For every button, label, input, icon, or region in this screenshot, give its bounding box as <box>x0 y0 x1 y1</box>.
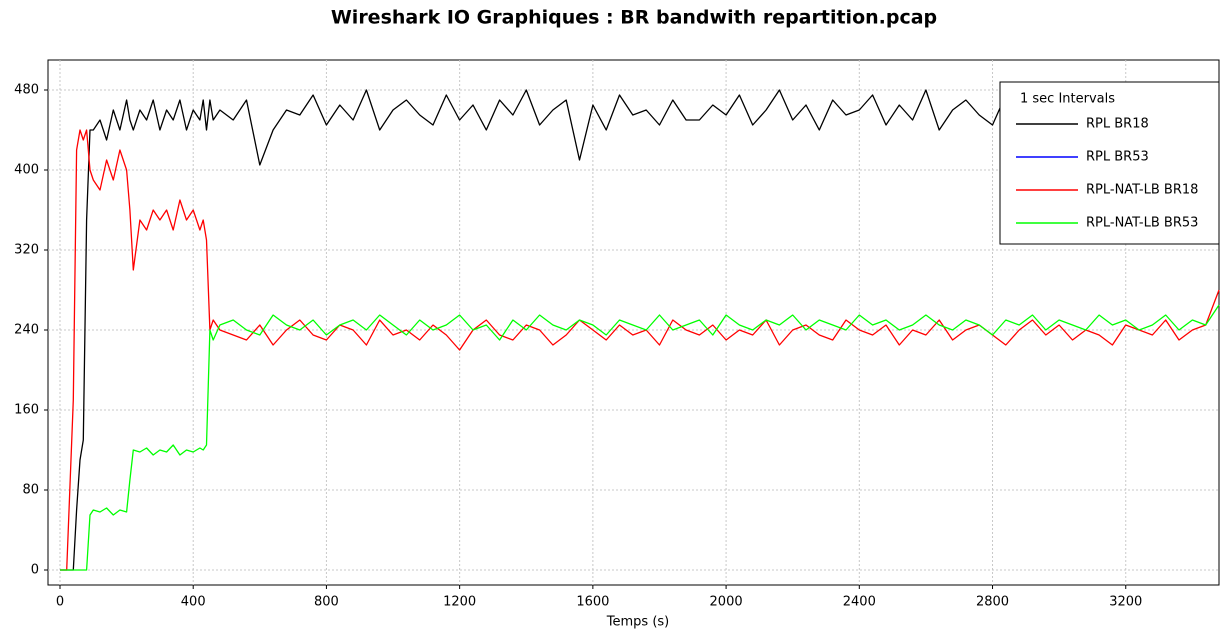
y-tick-label: 80 <box>22 483 39 498</box>
y-tick-label: 320 <box>14 243 39 258</box>
legend-title: 1 sec Intervals <box>1020 92 1115 107</box>
x-tick-label: 2000 <box>710 595 743 610</box>
legend-label: RPL-NAT-LB BR18 <box>1086 183 1198 198</box>
legend-label: RPL-NAT-LB BR53 <box>1086 216 1198 231</box>
series-line <box>60 304 1220 571</box>
x-tick-label: 2400 <box>843 595 876 610</box>
chart-title: Wireshark IO Graphiques : BR bandwith re… <box>331 7 937 29</box>
x-tick-label: 0 <box>56 595 64 610</box>
legend-label: RPL BR53 <box>1086 150 1149 165</box>
legend-box <box>999 81 1220 245</box>
x-axis-label: Temps (s) <box>606 615 669 630</box>
y-tick-label: 480 <box>14 83 39 98</box>
y-tick-label: 160 <box>14 403 39 418</box>
x-tick-label: 1200 <box>443 595 476 610</box>
x-tick-label: 800 <box>314 595 339 610</box>
y-tick-label: 400 <box>14 163 39 178</box>
series-line <box>60 89 1220 571</box>
x-tick-label: 2800 <box>976 595 1009 610</box>
y-tick-label: 240 <box>14 323 39 338</box>
y-tick-label: 0 <box>31 563 39 578</box>
plot-frame <box>47 59 1220 586</box>
x-tick-label: 3200 <box>1109 595 1142 610</box>
legend-label: RPL BR18 <box>1086 117 1149 132</box>
x-tick-label: 400 <box>181 595 206 610</box>
x-tick-label: 1600 <box>576 595 609 610</box>
